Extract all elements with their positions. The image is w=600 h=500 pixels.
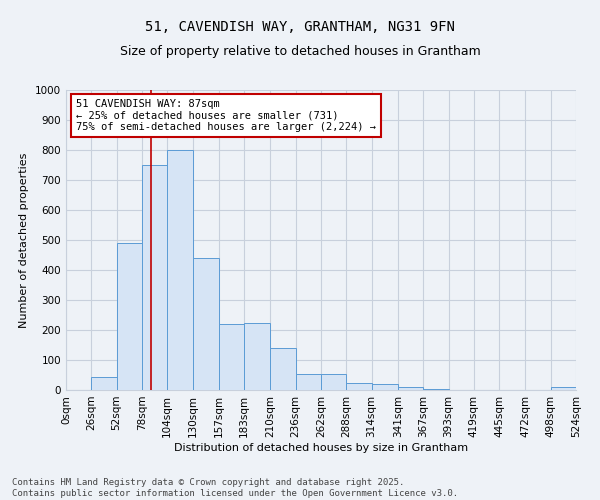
Y-axis label: Number of detached properties: Number of detached properties — [19, 152, 29, 328]
Bar — [219, 324, 244, 390]
Bar — [244, 322, 271, 390]
Bar — [423, 388, 449, 390]
Text: 51, CAVENDISH WAY, GRANTHAM, NG31 9FN: 51, CAVENDISH WAY, GRANTHAM, NG31 9FN — [145, 20, 455, 34]
Bar — [398, 387, 423, 390]
Text: Contains HM Land Registry data © Crown copyright and database right 2025.
Contai: Contains HM Land Registry data © Crown c… — [12, 478, 458, 498]
Bar — [193, 258, 219, 390]
Bar — [271, 348, 296, 390]
Bar — [551, 387, 576, 390]
Bar — [296, 374, 321, 390]
Bar — [116, 243, 142, 390]
Bar — [167, 150, 193, 390]
Text: Size of property relative to detached houses in Grantham: Size of property relative to detached ho… — [119, 45, 481, 58]
Text: 51 CAVENDISH WAY: 87sqm
← 25% of detached houses are smaller (731)
75% of semi-d: 51 CAVENDISH WAY: 87sqm ← 25% of detache… — [76, 99, 376, 132]
Bar — [371, 384, 398, 390]
Bar — [142, 165, 167, 390]
X-axis label: Distribution of detached houses by size in Grantham: Distribution of detached houses by size … — [174, 442, 468, 452]
Bar — [321, 374, 346, 390]
Bar — [346, 382, 371, 390]
Bar — [91, 376, 116, 390]
